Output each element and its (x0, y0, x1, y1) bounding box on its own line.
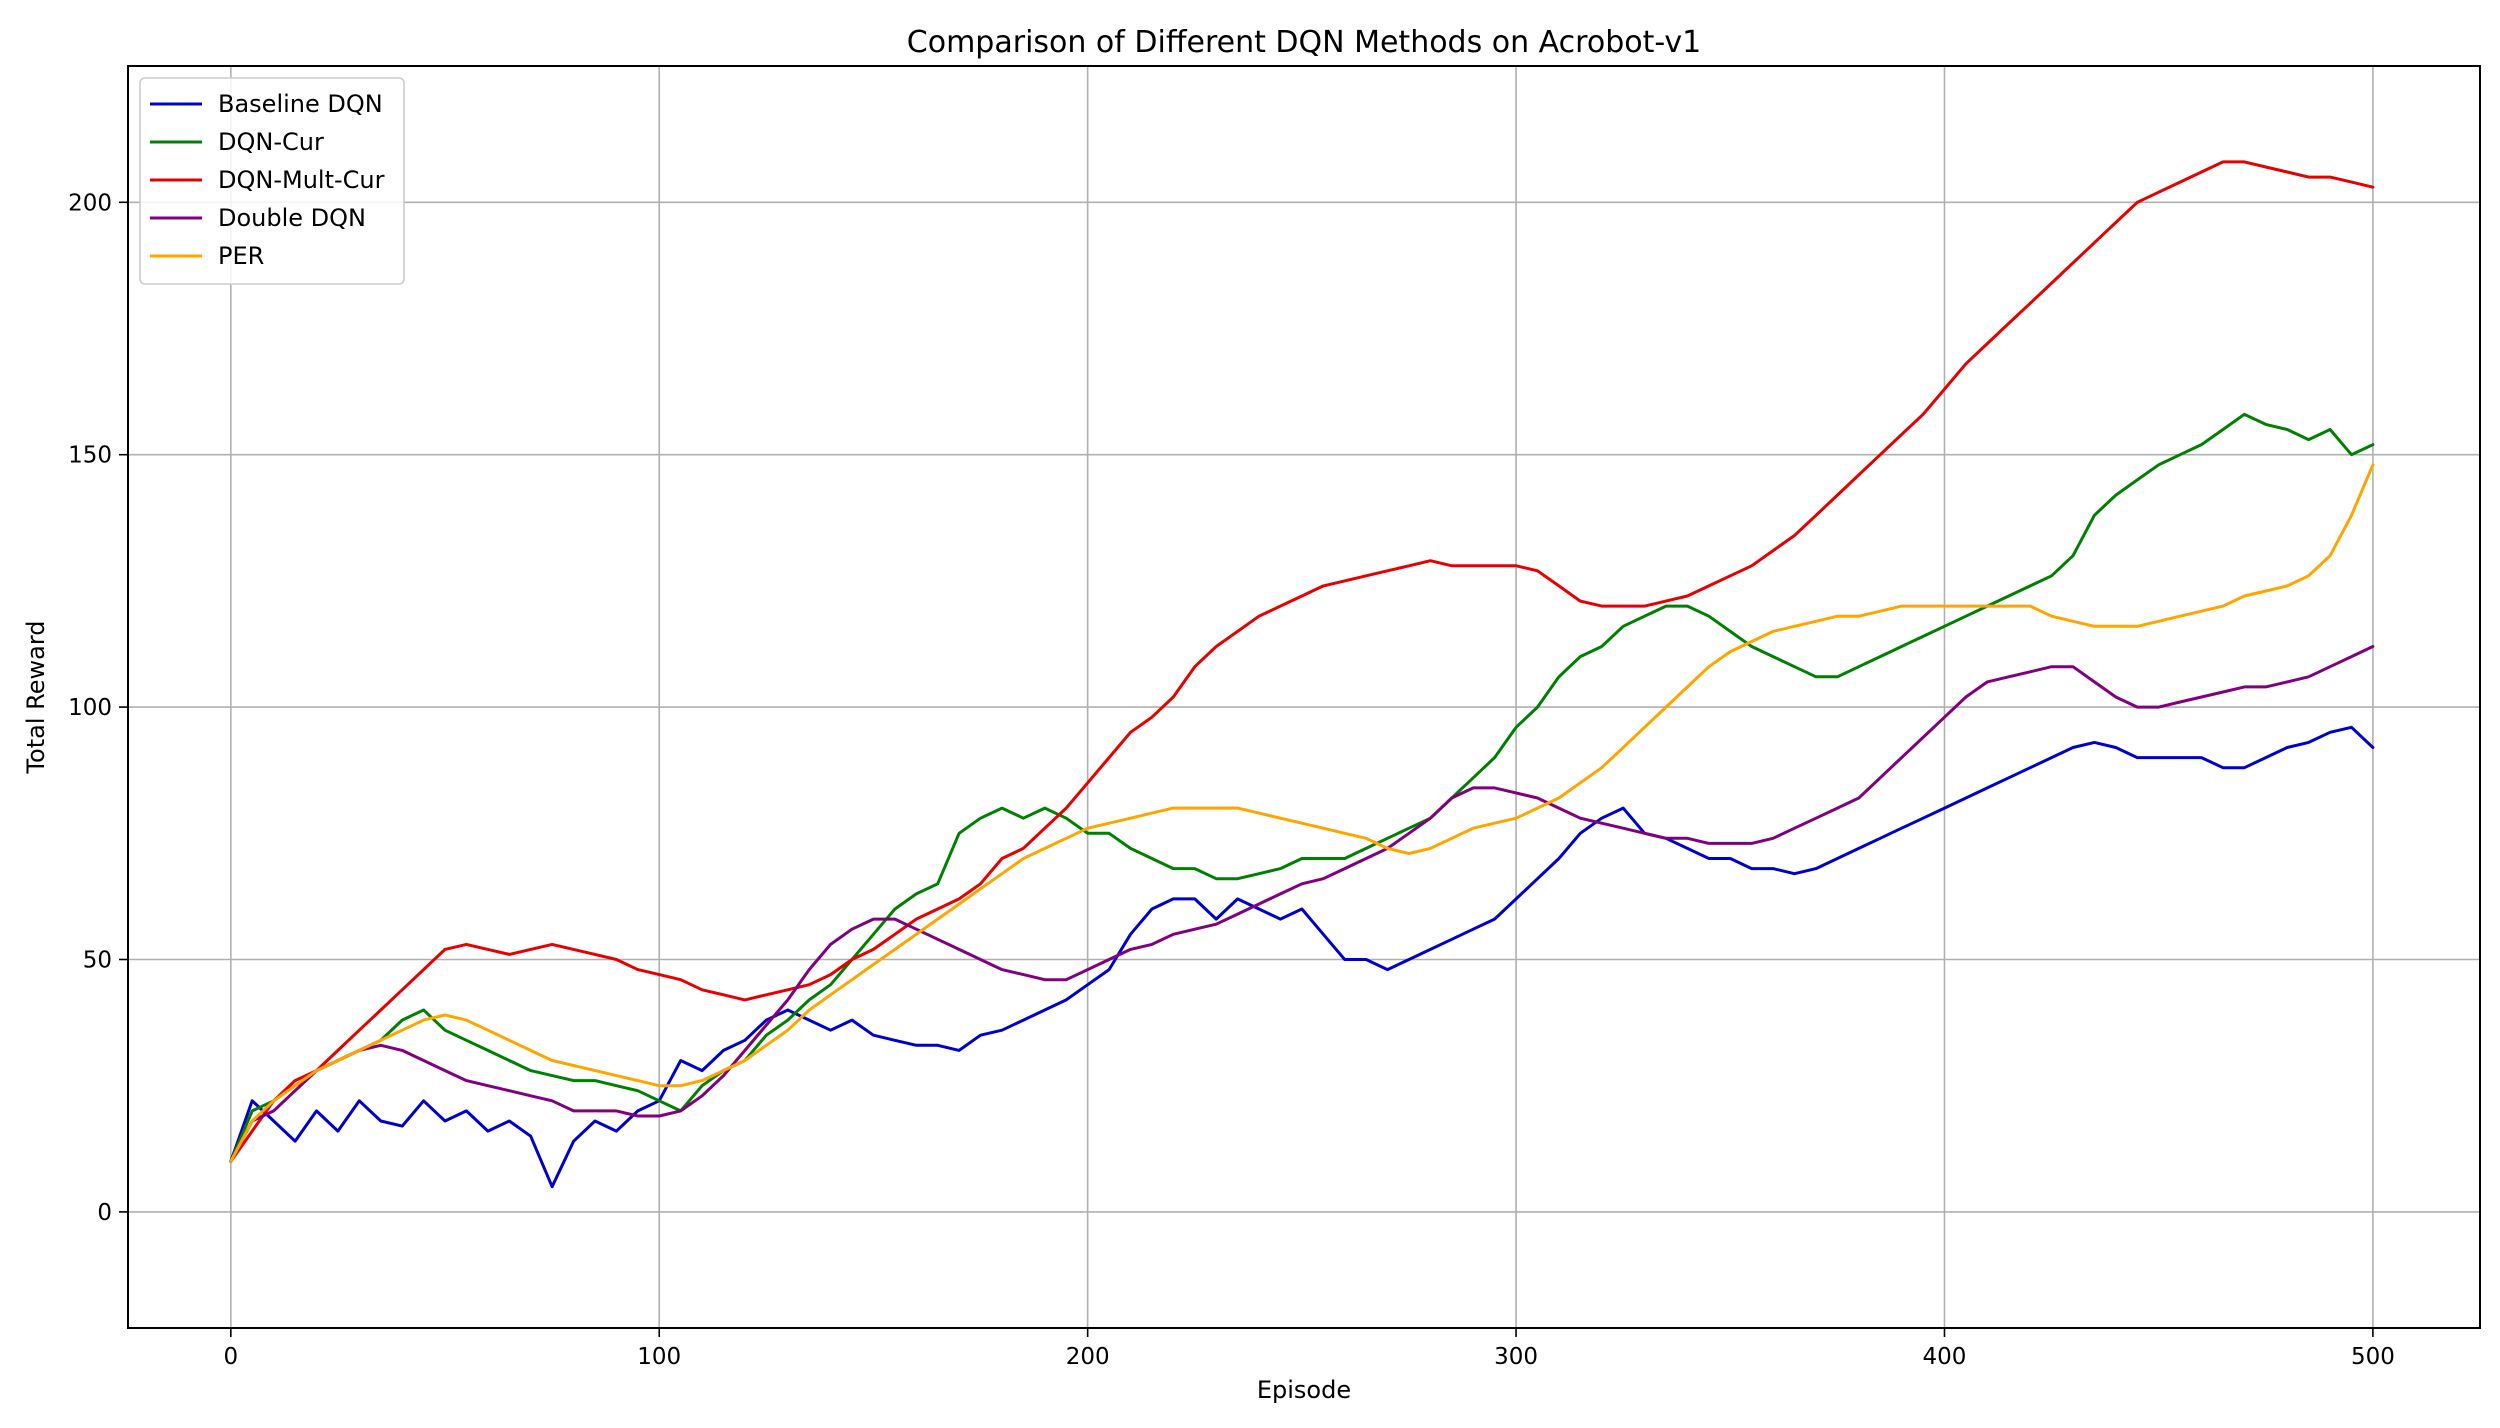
x-tick-label: 400 (1923, 1344, 1967, 1370)
legend: Baseline DQN DQN-Cur DQN-Mult-Cur Double DQ… (139, 77, 405, 285)
x-tick-label: 200 (1066, 1344, 1110, 1370)
series-line-2 (229, 160, 2375, 1163)
y-tick-label: 100 (68, 695, 112, 721)
y-tick-label: 0 (97, 1200, 112, 1226)
series-line-1 (229, 412, 2375, 1163)
y-tick-label: 200 (68, 190, 112, 216)
series-line-0 (229, 725, 2375, 1189)
legend-entry-label: DQN-Cur (218, 128, 324, 156)
plot-area-frame (127, 65, 2481, 1329)
legend-entry-label: PER (218, 242, 264, 270)
x-axis-label: Episode (1257, 1376, 1351, 1404)
x-tick-label: 100 (637, 1344, 681, 1370)
legend-entry-label: Baseline DQN (218, 90, 383, 118)
series-line-3 (229, 645, 2375, 1163)
chart-title: Comparison of Different DQN Methods on A… (907, 25, 1701, 60)
x-tick-label: 0 (223, 1344, 238, 1370)
legend-entry-label: DQN-Mult-Cur (218, 166, 385, 194)
y-tick-label: 50 (83, 947, 112, 973)
grid (128, 66, 2480, 1328)
ticks: 0 100 200 300 400 500 0 50 100 150 200 (68, 190, 2395, 1370)
series-line-4 (229, 463, 2375, 1163)
y-axis-label: Total Reward (22, 620, 50, 774)
x-tick-label: 300 (1494, 1344, 1538, 1370)
legend-entry-label: Double DQN (218, 204, 366, 232)
series-lines (229, 160, 2375, 1189)
legend-box (139, 77, 405, 285)
y-tick-label: 150 (68, 443, 112, 469)
x-tick-label: 500 (2351, 1344, 2395, 1370)
